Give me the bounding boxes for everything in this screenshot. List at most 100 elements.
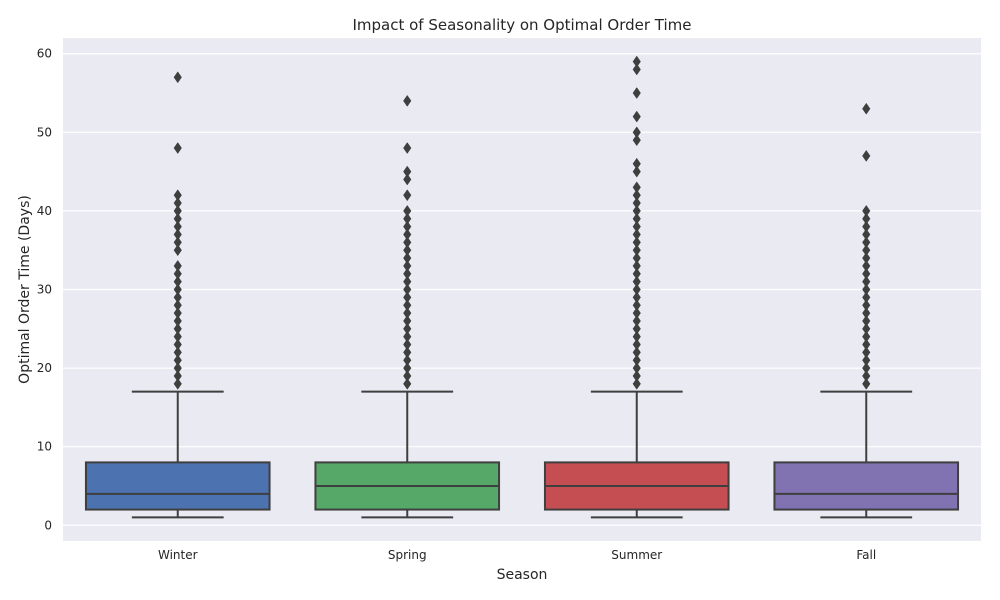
outlier-point: [173, 212, 182, 225]
outlier-point: [632, 322, 641, 335]
outlier-point: [632, 275, 641, 288]
outlier-point: [173, 291, 182, 304]
outlier-point: [632, 307, 641, 320]
outlier-point: [632, 370, 641, 382]
outlier-point: [173, 189, 182, 202]
outlier-point: [173, 307, 182, 320]
outlier-point: [862, 362, 871, 375]
outlier-point: [173, 197, 182, 209]
outlier-point: [173, 338, 182, 351]
x-axis-ticks: Winter Spring Summer Fall: [158, 548, 876, 562]
outlier-point: [632, 283, 641, 296]
outlier-point: [173, 244, 182, 257]
box-group-spring: [314, 94, 501, 519]
outlier-point: [862, 212, 871, 225]
outlier-point: [403, 362, 412, 375]
outlier-point: [632, 362, 641, 375]
outlier-point: [862, 283, 871, 296]
y-tick-label: 40: [37, 204, 52, 218]
outlier-point: [862, 259, 871, 272]
outlier-point: [632, 197, 641, 209]
x-tick-label: Fall: [856, 548, 876, 562]
outlier-point: [632, 252, 641, 265]
outlier-point: [403, 330, 412, 343]
outlier-point: [862, 220, 871, 233]
outlier-point: [173, 204, 182, 217]
outlier-point: [403, 94, 412, 107]
outlier-point: [862, 299, 871, 312]
box-group-winter: [84, 71, 271, 519]
outlier-point: [862, 252, 871, 265]
outlier-point: [862, 244, 871, 257]
outlier-point: [403, 252, 412, 265]
outlier-point: [632, 212, 641, 225]
outlier-point: [862, 204, 871, 217]
box-group-summer: [543, 55, 730, 519]
outlier-point: [173, 236, 182, 249]
outlier-point: [403, 338, 412, 351]
outlier-point: [173, 354, 182, 367]
outlier-point: [173, 322, 182, 335]
outlier-point: [403, 307, 412, 320]
outlier-point: [403, 244, 412, 257]
outlier-point: [403, 377, 412, 390]
outlier-point: [632, 134, 641, 147]
outlier-point: [632, 87, 641, 99]
outlier-point: [403, 204, 412, 217]
outlier-point: [862, 236, 871, 249]
outlier-point: [403, 259, 412, 272]
outlier-point: [173, 346, 182, 359]
outlier-point: [403, 299, 412, 312]
outlier-point: [862, 102, 871, 115]
outlier-point: [862, 314, 871, 327]
outlier-point: [862, 377, 871, 390]
outlier-point: [403, 236, 412, 249]
outlier-point: [173, 228, 182, 241]
outlier-point: [632, 63, 641, 76]
outlier-point: [632, 220, 641, 233]
outlier-point: [862, 338, 871, 351]
x-axis-label: Season: [497, 567, 548, 583]
outlier-point: [403, 189, 412, 202]
outlier-point: [632, 314, 641, 327]
outlier-point: [173, 314, 182, 327]
outlier-point: [173, 377, 182, 390]
y-tick-label: 30: [37, 283, 52, 297]
outlier-point: [862, 228, 871, 241]
x-tick-label: Winter: [158, 548, 198, 562]
outlier-point: [632, 236, 641, 249]
y-tick-label: 20: [37, 361, 52, 375]
outlier-point: [632, 267, 641, 280]
y-grid-lines: [63, 53, 981, 526]
chart-title: Impact of Seasonality on Optimal Order T…: [352, 16, 691, 34]
outlier-point: [862, 149, 871, 162]
outlier-point: [862, 330, 871, 343]
outlier-point: [173, 220, 182, 233]
outlier-point: [173, 275, 182, 288]
outlier-point: [403, 165, 412, 178]
outlier-point: [403, 220, 412, 233]
outlier-point: [632, 244, 641, 257]
y-axis-label: Optimal Order Time (Days): [17, 195, 33, 384]
outlier-point: [403, 322, 412, 335]
outlier-point: [403, 370, 412, 382]
y-axis-ticks: 0 10 20 30 40 50 60: [37, 47, 52, 533]
outlier-point: [862, 307, 871, 320]
outlier-point: [403, 228, 412, 241]
outlier-point: [403, 283, 412, 296]
outlier-point: [632, 299, 641, 312]
outlier-point: [403, 212, 412, 225]
outlier-point: [862, 291, 871, 304]
outlier-point: [173, 71, 182, 84]
outlier-point: [403, 267, 412, 280]
outlier-point: [403, 291, 412, 304]
outlier-point: [632, 291, 641, 304]
box-iqr: [773, 461, 960, 511]
outlier-point: [173, 370, 182, 382]
outlier-point: [632, 338, 641, 351]
box-iqr: [84, 461, 271, 511]
outlier-point: [632, 165, 641, 178]
outlier-point: [632, 346, 641, 359]
outlier-point: [862, 354, 871, 367]
